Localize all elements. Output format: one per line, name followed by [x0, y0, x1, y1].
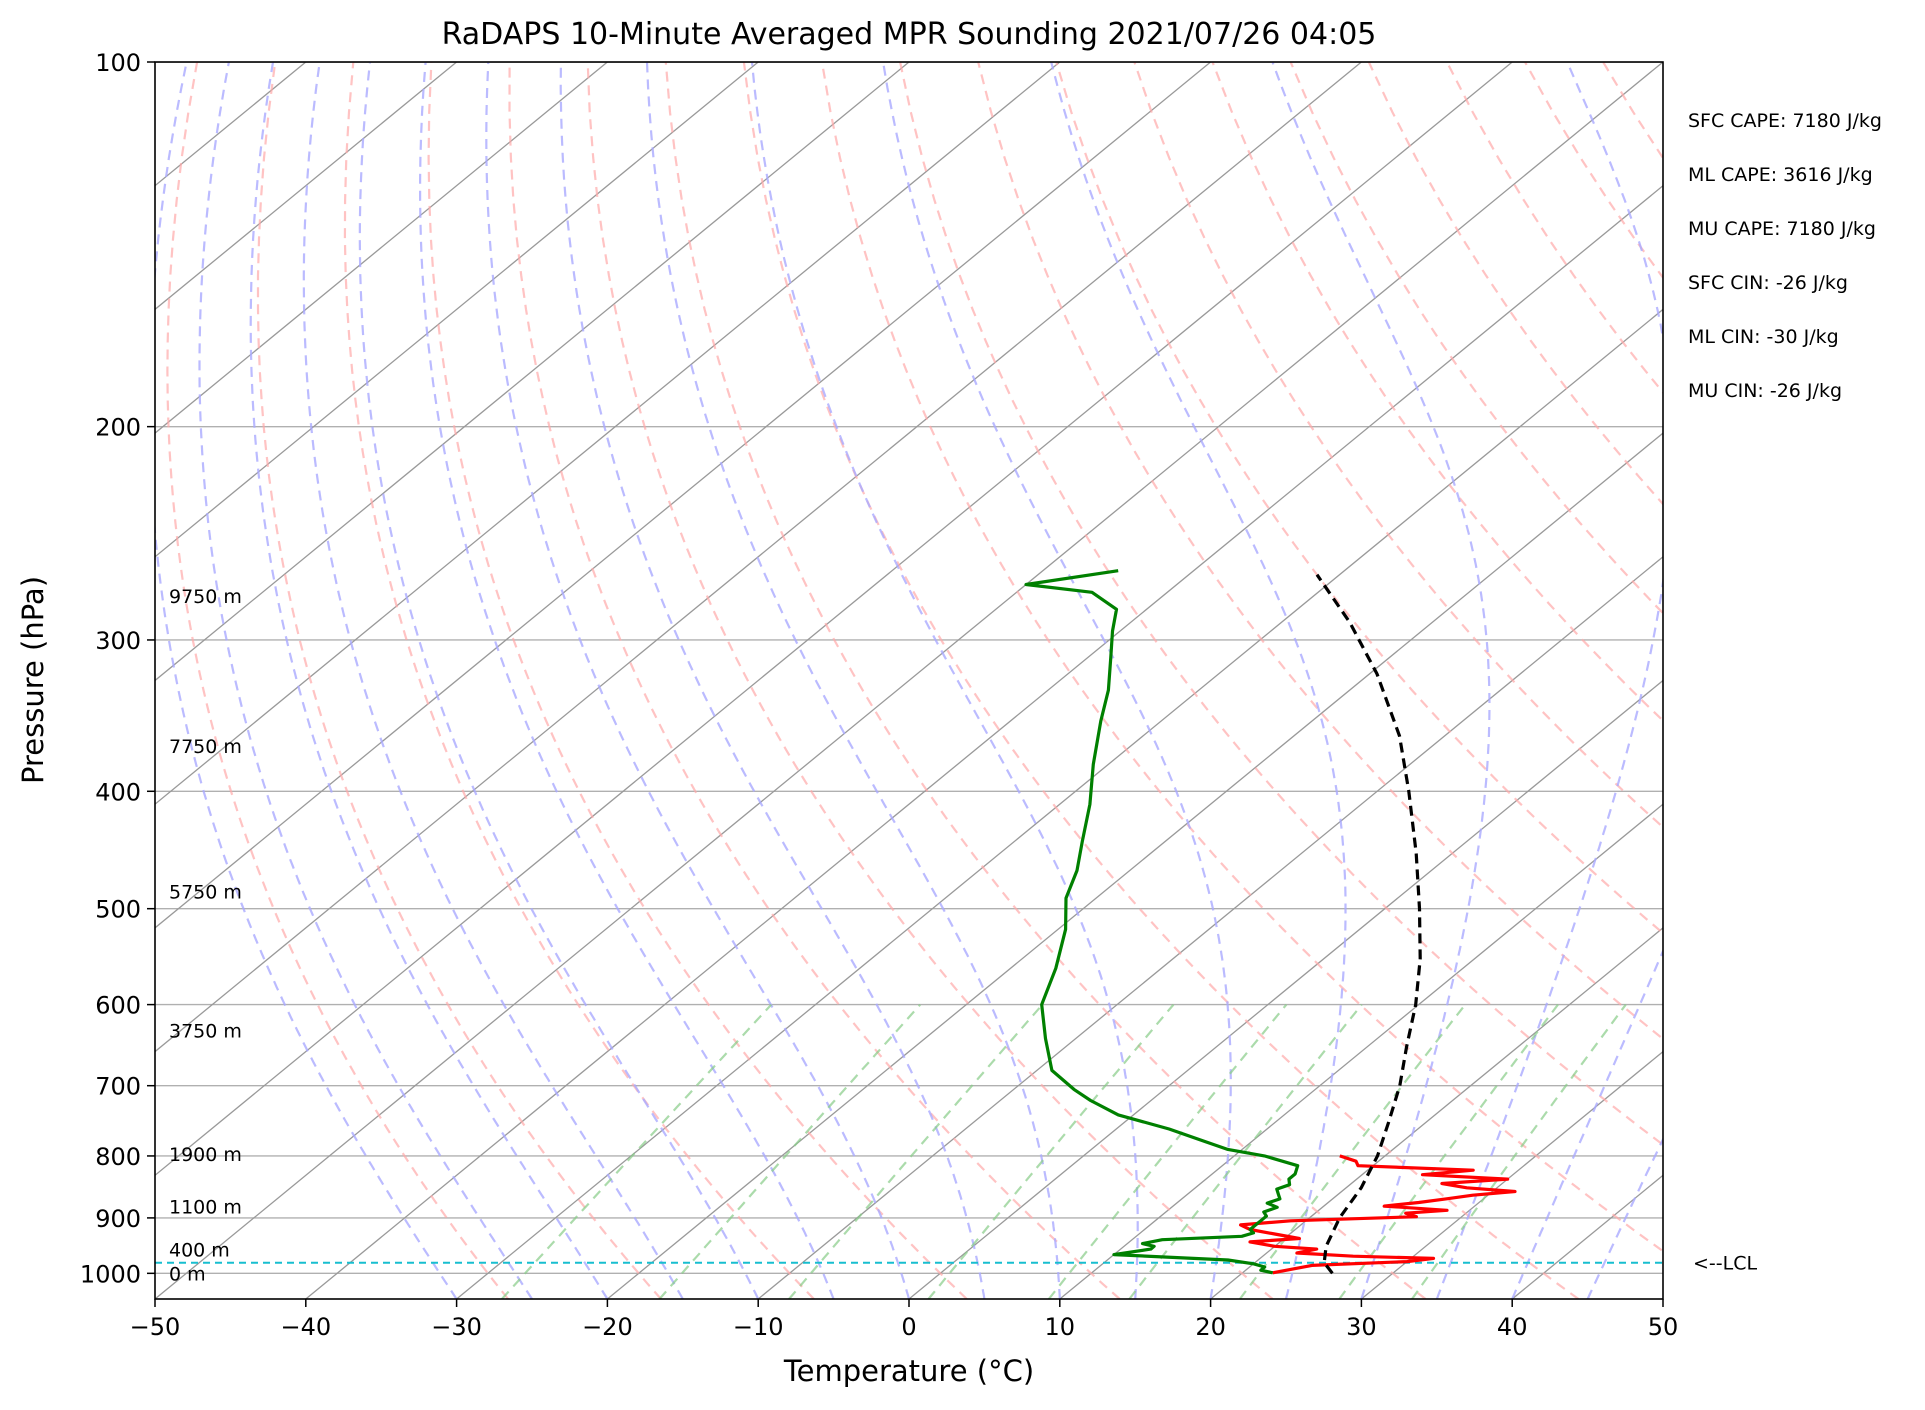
moist-adiabat	[647, 62, 1060, 1299]
isotherm-line	[607, 62, 1925, 1299]
moist-adiabat	[149, 62, 456, 1299]
dewpoint-trace	[1026, 571, 1298, 1273]
mixing-ratio-line	[789, 1005, 1042, 1299]
dry-adiabat	[744, 62, 1579, 1299]
y-axis-label: Pressure (hPa)	[16, 576, 50, 784]
height-label: 400 m	[169, 1240, 230, 1262]
x-tick-label: 20	[1195, 1313, 1226, 1341]
isotherm-line	[1361, 62, 1925, 1299]
stat-text: MU CIN: -26 J/kg	[1688, 380, 1842, 402]
dry-adiabat	[1056, 62, 1925, 1299]
x-tick-label: −30	[431, 1313, 482, 1341]
isotherm-line	[0, 62, 457, 1299]
y-tick-label: 400	[95, 778, 141, 806]
x-tick-label: −50	[130, 1313, 181, 1341]
moist-adiabat	[883, 62, 1231, 1299]
moist-adiabat	[1588, 62, 1925, 1299]
dry-adiabat	[1447, 62, 1925, 1299]
height-label: 0 m	[169, 1263, 206, 1285]
isotherm-line	[1814, 62, 1925, 1299]
dry-adiabat	[1213, 62, 1925, 1299]
dry-adiabat	[1603, 62, 1925, 1299]
isotherm-line	[1512, 62, 1925, 1299]
sounding-traces	[155, 571, 1663, 1274]
moist-adiabat	[1663, 62, 1925, 1299]
y-tick-label: 300	[95, 627, 141, 655]
isotherm-line	[1211, 62, 1925, 1299]
x-tick-label: 10	[1045, 1313, 1076, 1341]
y-tick-label: 600	[95, 992, 141, 1020]
x-tick-label: −10	[733, 1313, 784, 1341]
stat-text: MU CAPE: 7180 J/kg	[1688, 218, 1876, 240]
dry-adiabat	[1369, 62, 1925, 1299]
isotherm-line	[1663, 62, 1925, 1299]
grid-layer	[0, 62, 1925, 1299]
dry-adiabat	[1134, 62, 1925, 1299]
height-label: 1900 m	[169, 1144, 242, 1166]
dry-adiabat	[345, 62, 814, 1299]
lcl-label: <--LCL	[1693, 1253, 1757, 1275]
mixing-ratio-line	[1339, 1005, 1558, 1299]
moist-adiabat	[752, 62, 1138, 1299]
isotherm-line	[909, 62, 1925, 1299]
height-label: 3750 m	[169, 1020, 242, 1042]
isotherm-line	[0, 62, 1060, 1299]
dry-adiabat	[1291, 62, 1925, 1299]
isotherm-line	[0, 62, 607, 1299]
y-tick-label: 100	[95, 49, 141, 77]
x-tick-label: 40	[1497, 1313, 1528, 1341]
dry-adiabat	[1916, 62, 1925, 1299]
moist-adiabat	[420, 62, 833, 1299]
y-tick-label: 700	[95, 1073, 141, 1101]
moist-adiabat	[1512, 62, 1912, 1299]
x-tick-label: 30	[1346, 1313, 1377, 1341]
x-tick-label: −20	[582, 1313, 633, 1341]
dry-adiabat	[1525, 62, 1925, 1299]
stat-text: ML CAPE: 3616 J/kg	[1688, 164, 1873, 186]
chart-title: RaDAPS 10-Minute Averaged MPR Sounding 2…	[442, 17, 1377, 52]
isotherm-line	[0, 62, 909, 1299]
dry-adiabat	[978, 62, 1925, 1299]
axis-ticks: −50 −40 −30 −20 −10 0 10 20 30 40 50 100 200 300 400 50…	[80, 49, 1678, 1341]
height-label: 1100 m	[169, 1197, 242, 1219]
y-tick-label: 1000	[80, 1260, 141, 1288]
height-label: 7750 m	[169, 736, 242, 758]
temperature-trace	[1241, 1156, 1515, 1273]
y-tick-label: 500	[95, 896, 141, 924]
isotherm-line	[1060, 62, 1925, 1299]
dry-adiabat	[510, 62, 1120, 1299]
x-axis-label: Temperature (°C)	[783, 1354, 1034, 1388]
stat-text: SFC CIN: -26 J/kg	[1688, 272, 1848, 294]
y-tick-label: 200	[95, 414, 141, 442]
isotherm-line	[457, 62, 1925, 1299]
mixing-ratio-line	[1049, 1005, 1287, 1299]
x-tick-label: −40	[280, 1313, 331, 1341]
moist-adiabat	[200, 62, 533, 1299]
x-tick-label: 0	[901, 1313, 916, 1341]
x-tick-label: 50	[1648, 1313, 1679, 1341]
isotherm-line	[758, 62, 1925, 1299]
height-label: 5750 m	[169, 882, 242, 904]
isotherm-line	[0, 62, 1211, 1299]
y-tick-label: 800	[95, 1143, 141, 1171]
dry-adiabat	[1681, 62, 1925, 1299]
y-tick-label: 900	[95, 1205, 141, 1233]
dry-adiabat	[258, 62, 661, 1299]
moist-adiabat	[251, 62, 608, 1299]
stat-text: SFC CAPE: 7180 J/kg	[1688, 110, 1882, 132]
dry-adiabat	[666, 62, 1426, 1299]
dry-adiabat	[1837, 62, 1925, 1299]
mixing-ratio-line	[660, 1005, 921, 1299]
reference-lines	[149, 62, 1925, 1299]
height-label: 9750 m	[169, 586, 242, 608]
dry-adiabat	[1759, 62, 1925, 1299]
stat-text: ML CIN: -30 J/kg	[1688, 326, 1839, 348]
moist-adiabat	[561, 62, 985, 1299]
